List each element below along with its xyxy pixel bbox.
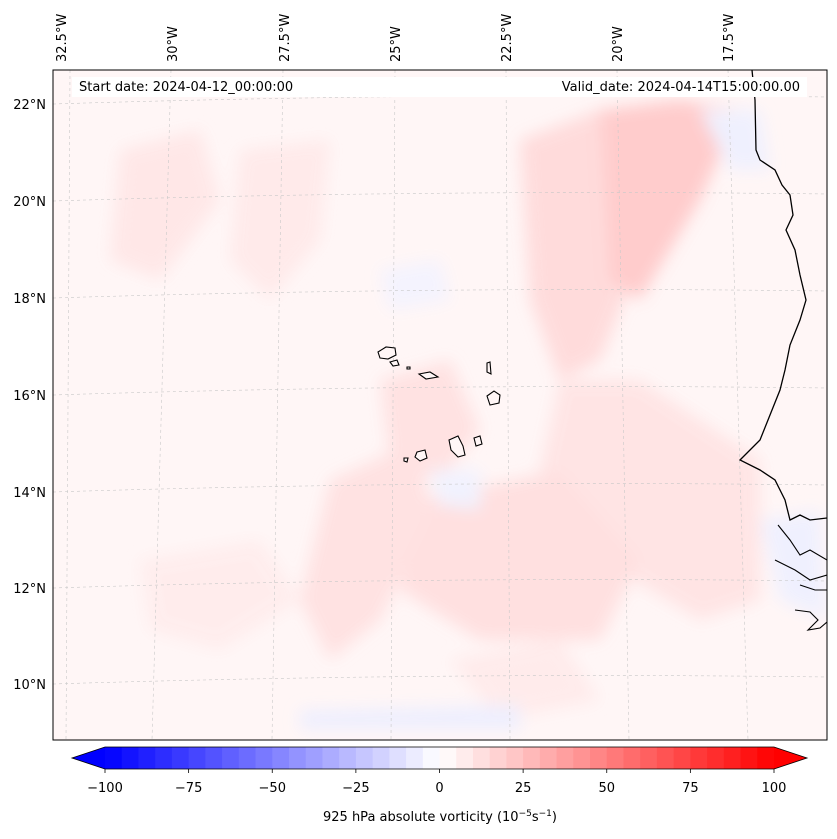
lat-label-22n: 22°N — [13, 98, 46, 113]
lon-label-20w: 20°W — [611, 26, 626, 62]
colorbar-cell — [171, 747, 190, 769]
colorbar-min-extend — [72, 747, 105, 769]
colorbar-cell — [205, 747, 223, 769]
cape-verde-islands — [377, 346, 501, 463]
colorbar-cell — [105, 747, 123, 769]
colorbar: −100 −75 −50 −25 0 25 50 75 100 925 hPa absolute… — [70, 746, 809, 825]
colorbar-tick-label: 0 — [435, 781, 443, 796]
colorbar-tick-label: 75 — [682, 781, 699, 796]
colorbar-cell — [539, 747, 558, 769]
colorbar-cell — [305, 747, 323, 769]
colorbar-cell — [422, 747, 441, 769]
colorbar-cell — [690, 747, 708, 769]
lat-label-14n: 14°N — [13, 486, 46, 501]
colorbar-cell — [355, 747, 374, 769]
colorbar-cell — [640, 747, 658, 769]
colorbar-cell — [138, 747, 156, 769]
vorticity-field — [53, 70, 827, 740]
colorbar-cell — [255, 747, 273, 769]
colorbar-cell — [322, 747, 340, 769]
map-frame — [52, 69, 828, 741]
colorbar-cell — [222, 747, 240, 769]
colorbar-cell — [573, 747, 591, 769]
colorbar-cell — [506, 747, 524, 769]
colorbar-cell — [757, 747, 775, 769]
lon-label-32-5w: 32.5°W — [55, 14, 70, 62]
longitude-labels: 32.5°W 30°W 27.5°W 25°W 22.5°W 20°W 17.5… — [55, 14, 737, 62]
colorbar-cells — [105, 747, 775, 769]
colorbar-tick-label: 100 — [762, 781, 787, 796]
valid-date-label: Valid_date: 2024-04-14T15:00:00.00 — [562, 80, 800, 95]
map-panel — [52, 69, 828, 741]
colorbar-cell — [406, 747, 424, 769]
colorbar-cell — [707, 747, 725, 769]
lat-label-16n: 16°N — [13, 389, 46, 404]
colorbar-tick-label: 25 — [515, 781, 532, 796]
colorbar-cell — [238, 747, 257, 769]
colorbar-cell — [389, 747, 407, 769]
colorbar-cell — [188, 747, 206, 769]
colorbar-ticks: −100 −75 −50 −25 0 25 50 75 100 — [87, 769, 786, 796]
date-header-box — [72, 77, 807, 97]
lon-label-17-5w: 17.5°W — [722, 14, 737, 62]
start-date-label: Start date: 2024-04-12_00:00:00 — [79, 80, 293, 95]
colorbar-cell — [439, 747, 457, 769]
lon-label-30w: 30°W — [166, 26, 181, 62]
colorbar-cell — [590, 747, 608, 769]
colorbar-max-extend — [774, 747, 807, 769]
lat-label-18n: 18°N — [13, 292, 46, 307]
colorbar-cell — [472, 747, 491, 769]
colorbar-tick-label: −50 — [259, 781, 286, 796]
lon-label-25w: 25°W — [389, 26, 404, 62]
colorbar-cell — [288, 747, 307, 769]
colorbar-cell — [155, 747, 173, 769]
colorbar-label: 925 hPa absolute vorticity (10−5s−1) — [323, 809, 557, 825]
colorbar-cell — [339, 747, 357, 769]
colorbar-cell — [272, 747, 290, 769]
colorbar-cell — [121, 747, 139, 769]
colorbar-cell — [489, 747, 507, 769]
colorbar-cell — [740, 747, 758, 769]
lat-label-10n: 10°N — [13, 678, 46, 693]
colorbar-cell — [556, 747, 574, 769]
coastline — [738, 70, 827, 521]
colorbar-tick-label: 50 — [598, 781, 615, 796]
lon-label-27-5w: 27.5°W — [278, 14, 293, 62]
colorbar-cell — [372, 747, 390, 769]
colorbar-cell — [523, 747, 541, 769]
graticule — [53, 70, 827, 740]
lon-label-22-5w: 22.5°W — [500, 14, 515, 62]
lat-label-12n: 12°N — [13, 582, 46, 597]
colorbar-cell — [623, 747, 641, 769]
lat-label-20n: 20°N — [13, 195, 46, 210]
colorbar-cell — [723, 747, 742, 769]
colorbar-cell — [606, 747, 624, 769]
colorbar-tick-label: −25 — [342, 781, 369, 796]
colorbar-cell — [673, 747, 691, 769]
colorbar-tick-label: −75 — [175, 781, 202, 796]
colorbar-cell — [656, 747, 675, 769]
colorbar-cell — [456, 747, 474, 769]
colorbar-tick-label: −100 — [87, 781, 123, 796]
latitude-labels: 22°N 20°N 18°N 16°N 14°N 12°N 10°N — [13, 98, 46, 693]
